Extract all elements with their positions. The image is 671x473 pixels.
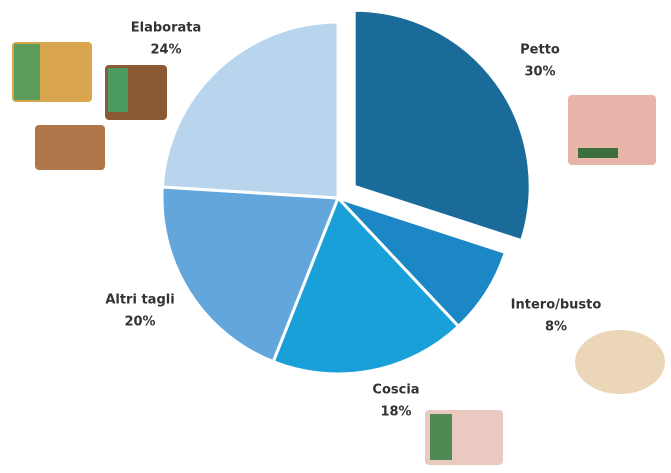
slice-value-label: 18%: [380, 405, 411, 420]
pie-slice: [352, 8, 532, 243]
pie-slice: [271, 195, 461, 376]
pie-slice: [336, 196, 508, 329]
slice-label: Intero/busto: [511, 298, 602, 313]
slice-value-label: 8%: [545, 320, 567, 335]
slice-label: Coscia: [372, 383, 419, 398]
slice-label: Elaborata: [131, 21, 202, 36]
product-image: [575, 330, 665, 394]
product-image: [35, 125, 105, 170]
slice-value-label: 20%: [124, 315, 155, 330]
product-image: [108, 68, 128, 112]
product-image: [14, 44, 40, 100]
slice-label: Petto: [520, 43, 560, 58]
product-image: [430, 414, 452, 460]
slice-value-label: 30%: [524, 65, 555, 80]
product-image: [578, 148, 618, 158]
product-images: [12, 42, 665, 465]
pie-slice: [160, 185, 341, 364]
product-image: [568, 95, 656, 165]
pie-slice: [160, 20, 340, 200]
slice-label: Altri tagli: [105, 293, 174, 308]
slice-value-label: 24%: [150, 43, 181, 58]
